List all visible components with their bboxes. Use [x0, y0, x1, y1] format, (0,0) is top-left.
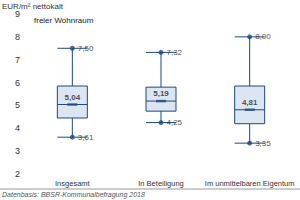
svg-text:7,32: 7,32	[167, 48, 183, 57]
svg-text:7,50: 7,50	[78, 44, 94, 53]
svg-text:freier Wohnraum: freier Wohnraum	[34, 16, 94, 25]
svg-text:EUR/m² nettokalt: EUR/m² nettokalt	[2, 2, 64, 11]
svg-text:5,19: 5,19	[153, 89, 169, 98]
svg-text:Insgesamt: Insgesamt	[55, 179, 91, 188]
svg-text:5,04: 5,04	[65, 93, 81, 102]
svg-text:3,61: 3,61	[78, 133, 94, 142]
svg-text:Im unmittelbaren Eigentum: Im unmittelbaren Eigentum	[205, 179, 295, 188]
svg-text:2: 2	[15, 169, 20, 179]
svg-text:8,00: 8,00	[255, 32, 271, 41]
svg-text:7: 7	[15, 55, 20, 65]
svg-text:4,25: 4,25	[167, 118, 183, 127]
svg-text:In Beteiligung: In Beteiligung	[138, 179, 183, 188]
svg-text:4,81: 4,81	[242, 98, 258, 107]
svg-text:4: 4	[15, 123, 20, 133]
svg-text:8: 8	[15, 32, 20, 42]
svg-text:9: 9	[15, 9, 20, 19]
svg-text:3,35: 3,35	[255, 139, 271, 148]
svg-text:3: 3	[15, 146, 20, 156]
svg-text:6: 6	[15, 78, 20, 88]
svg-text:Datenbasis: BBSR-Kommunalbefra: Datenbasis: BBSR-Kommunalbefragung 2018	[2, 191, 145, 199]
svg-text:5: 5	[15, 100, 20, 110]
